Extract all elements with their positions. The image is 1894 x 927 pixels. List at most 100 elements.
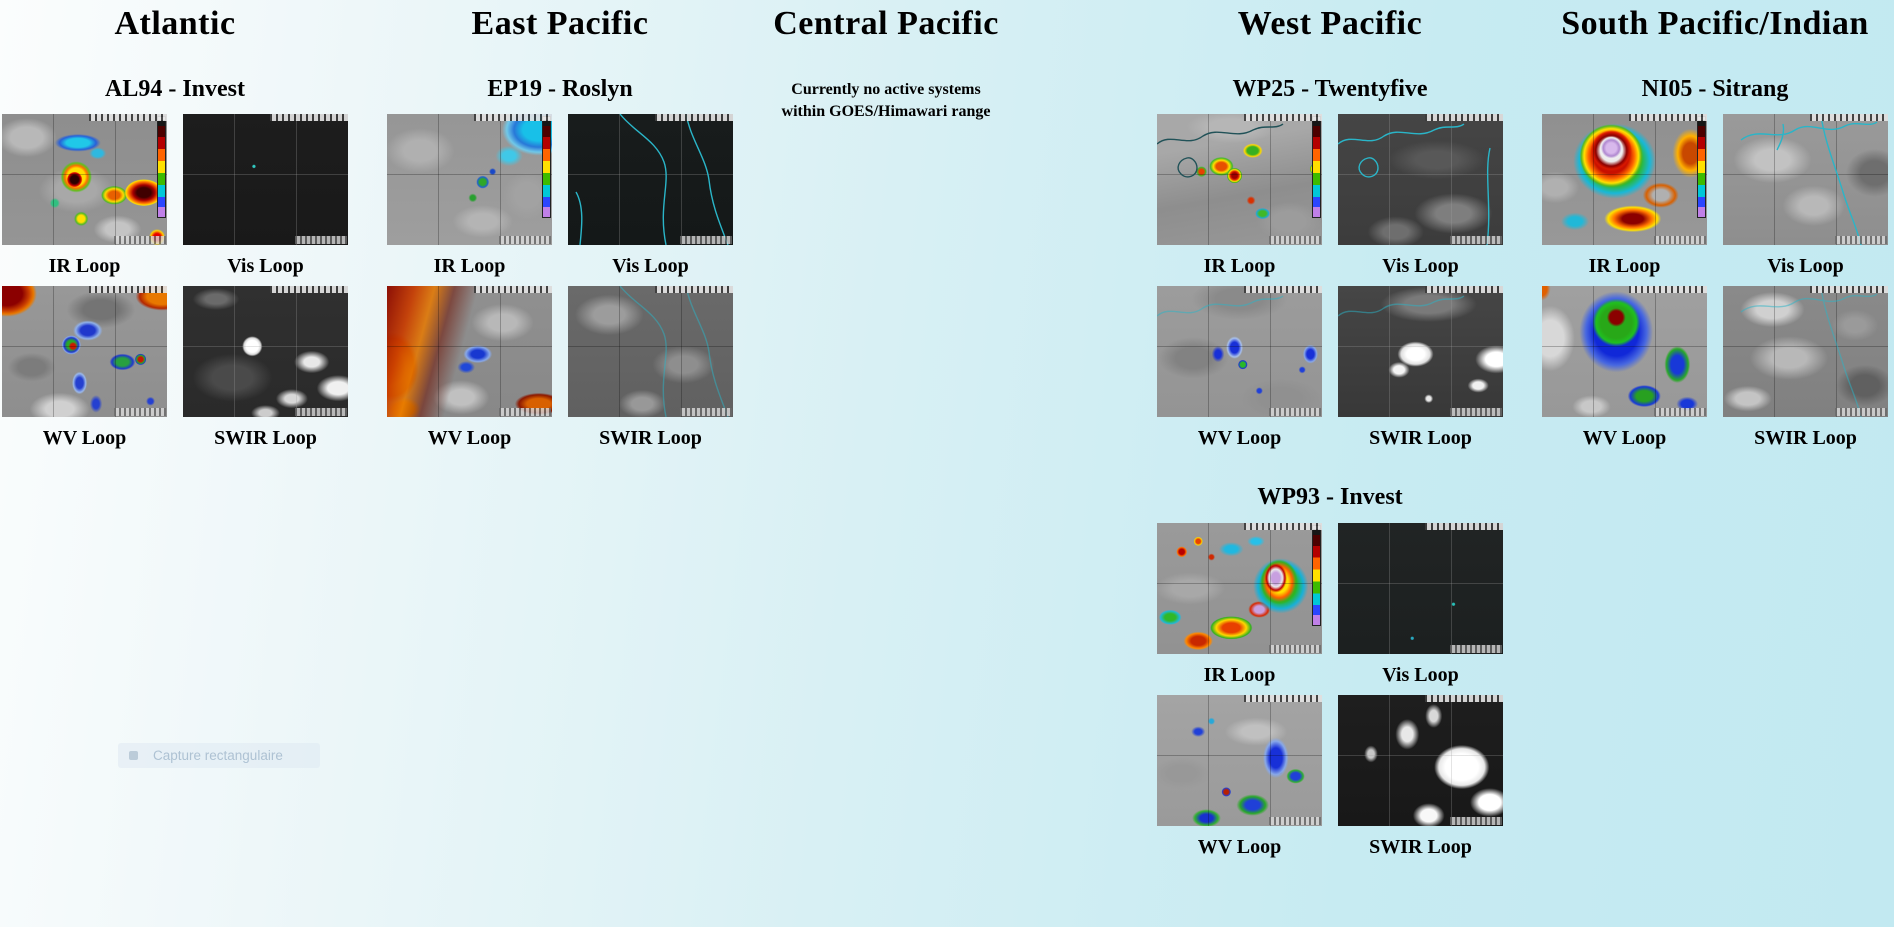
ir-colorbar bbox=[1312, 524, 1321, 627]
vis-loop-link[interactable]: Vis Loop bbox=[227, 255, 304, 278]
swir-loop-link[interactable]: SWIR Loop bbox=[214, 427, 317, 450]
timestamp-strip bbox=[655, 114, 733, 122]
ep19-swir-thumbnail[interactable] bbox=[568, 286, 733, 418]
swir-loop-link[interactable]: SWIR Loop bbox=[1754, 427, 1857, 450]
coastline-overlay bbox=[1740, 116, 1878, 246]
capture-mode-label: Capture rectangulaire bbox=[153, 748, 283, 763]
al94-wv-thumbnail[interactable] bbox=[2, 286, 167, 418]
timestamp-strip bbox=[655, 286, 733, 294]
latlon-grid bbox=[568, 286, 733, 418]
latlon-grid bbox=[183, 286, 348, 418]
ir-colorbar bbox=[1312, 116, 1321, 219]
latlon-grid bbox=[2, 114, 167, 246]
ni05-swir-thumbnail[interactable] bbox=[1723, 286, 1888, 418]
wv-loop-link[interactable]: WV Loop bbox=[1197, 835, 1282, 858]
latlon-grid bbox=[1157, 694, 1322, 826]
ir-loop-link[interactable]: IR Loop bbox=[433, 255, 506, 278]
vis-loop-link[interactable]: Vis Loop bbox=[1382, 663, 1459, 686]
region-title-west-pacific: West Pacific bbox=[1237, 5, 1423, 42]
timestamp-strip bbox=[1810, 114, 1888, 122]
ep19-ir-thumbnail[interactable] bbox=[387, 114, 552, 246]
swir-loop-link[interactable]: SWIR Loop bbox=[1369, 427, 1472, 450]
screenshot-capture-toolbar[interactable]: Capture rectangulaire bbox=[118, 743, 320, 768]
region-title-central-pacific: Central Pacific bbox=[773, 5, 999, 42]
ir-loop-link[interactable]: IR Loop bbox=[1203, 663, 1276, 686]
ir-loop-link[interactable]: IR Loop bbox=[48, 255, 121, 278]
timestamp-strip bbox=[1425, 694, 1503, 702]
latlon-grid bbox=[1157, 286, 1322, 418]
vis-loop-link[interactable]: Vis Loop bbox=[1767, 255, 1844, 278]
wp25-ir-thumbnail[interactable] bbox=[1157, 114, 1322, 246]
ni05-vis-thumbnail[interactable] bbox=[1723, 114, 1888, 246]
al94-ir-thumbnail[interactable] bbox=[2, 114, 167, 246]
timestamp-strip bbox=[1244, 522, 1322, 530]
watermark bbox=[499, 408, 551, 417]
coastline-overlay bbox=[1338, 295, 1465, 318]
coastline-overlay bbox=[1338, 123, 1491, 246]
ni05-wv-thumbnail[interactable] bbox=[1542, 286, 1707, 418]
storm-title-ep19: EP19 - Roslyn bbox=[487, 76, 633, 103]
vis-loop-link[interactable]: Vis Loop bbox=[612, 255, 689, 278]
ni05-ir-thumbnail[interactable] bbox=[1542, 114, 1707, 246]
watermark bbox=[114, 236, 166, 245]
watermark bbox=[1835, 236, 1887, 245]
coastline-overlay bbox=[1157, 123, 1284, 179]
timestamp-strip bbox=[1244, 114, 1322, 122]
region-column-south-pacific-indian: South Pacific/Indian NI05 - Sitrang IR L… bbox=[1542, 0, 1888, 458]
al94-vis-thumbnail[interactable] bbox=[183, 114, 348, 246]
ir-loop-link[interactable]: IR Loop bbox=[1203, 255, 1276, 278]
satellite-quad: IR Loop Vis Loop WV Lo bbox=[2, 114, 348, 458]
latlon-grid bbox=[1338, 694, 1503, 826]
latlon-grid bbox=[1157, 522, 1322, 654]
watermark bbox=[114, 408, 166, 417]
ep19-wv-thumbnail[interactable] bbox=[387, 286, 552, 418]
wv-loop-link[interactable]: WV Loop bbox=[427, 427, 512, 450]
no-active-systems-message: Currently no active systems within GOES/… bbox=[700, 79, 1072, 122]
timestamp-strip bbox=[474, 114, 552, 122]
wp93-swir-thumbnail[interactable] bbox=[1338, 694, 1503, 826]
ir-colorbar bbox=[542, 116, 551, 219]
latlon-grid bbox=[1723, 286, 1888, 418]
satellite-quad: IR Loop Vis Loop bbox=[387, 114, 733, 458]
wv-loop-link[interactable]: WV Loop bbox=[42, 427, 127, 450]
ir-colorbar bbox=[157, 116, 166, 219]
swir-loop-link[interactable]: SWIR Loop bbox=[1369, 835, 1472, 858]
watermark bbox=[295, 408, 347, 417]
region-column-atlantic: Atlantic AL94 - Invest IR Loop bbox=[2, 0, 348, 458]
swir-loop-link[interactable]: SWIR Loop bbox=[599, 427, 702, 450]
timestamp-strip bbox=[474, 286, 552, 294]
wp93-vis-thumbnail[interactable] bbox=[1338, 522, 1503, 654]
wp25-swir-thumbnail[interactable] bbox=[1338, 286, 1503, 418]
ep19-vis-thumbnail[interactable] bbox=[568, 114, 733, 246]
region-title-atlantic: Atlantic bbox=[114, 5, 236, 42]
storm-title-al94: AL94 - Invest bbox=[104, 76, 245, 103]
vis-loop-link[interactable]: Vis Loop bbox=[1382, 255, 1459, 278]
latlon-grid bbox=[2, 286, 167, 418]
latlon-grid bbox=[387, 114, 552, 246]
timestamp-strip bbox=[89, 114, 167, 122]
wp93-wv-thumbnail[interactable] bbox=[1157, 694, 1322, 826]
timestamp-strip bbox=[89, 286, 167, 294]
timestamp-strip bbox=[1244, 694, 1322, 702]
ir-loop-link[interactable]: IR Loop bbox=[1588, 255, 1661, 278]
latlon-grid bbox=[1338, 114, 1503, 246]
latlon-grid bbox=[1157, 114, 1322, 246]
wp93-ir-thumbnail[interactable] bbox=[1157, 522, 1322, 654]
timestamp-strip bbox=[1629, 114, 1707, 122]
watermark bbox=[1835, 408, 1887, 417]
coastline-overlay bbox=[1157, 295, 1284, 318]
watermark bbox=[1269, 816, 1321, 825]
wv-loop-link[interactable]: WV Loop bbox=[1197, 427, 1282, 450]
storm-title-wp93: WP93 - Invest bbox=[1257, 484, 1403, 511]
watermark bbox=[1269, 644, 1321, 653]
satellite-quad: IR Loop Vis Loop bbox=[1542, 114, 1888, 458]
wp25-wv-thumbnail[interactable] bbox=[1157, 286, 1322, 418]
timestamp-strip bbox=[1810, 286, 1888, 294]
al94-swir-thumbnail[interactable] bbox=[183, 286, 348, 418]
timestamp-strip bbox=[1244, 286, 1322, 294]
capture-icon bbox=[129, 751, 138, 760]
wv-loop-link[interactable]: WV Loop bbox=[1582, 427, 1667, 450]
storm-title-wp25: WP25 - Twentyfive bbox=[1232, 76, 1428, 103]
wp25-vis-thumbnail[interactable] bbox=[1338, 114, 1503, 246]
watermark bbox=[1654, 236, 1706, 245]
